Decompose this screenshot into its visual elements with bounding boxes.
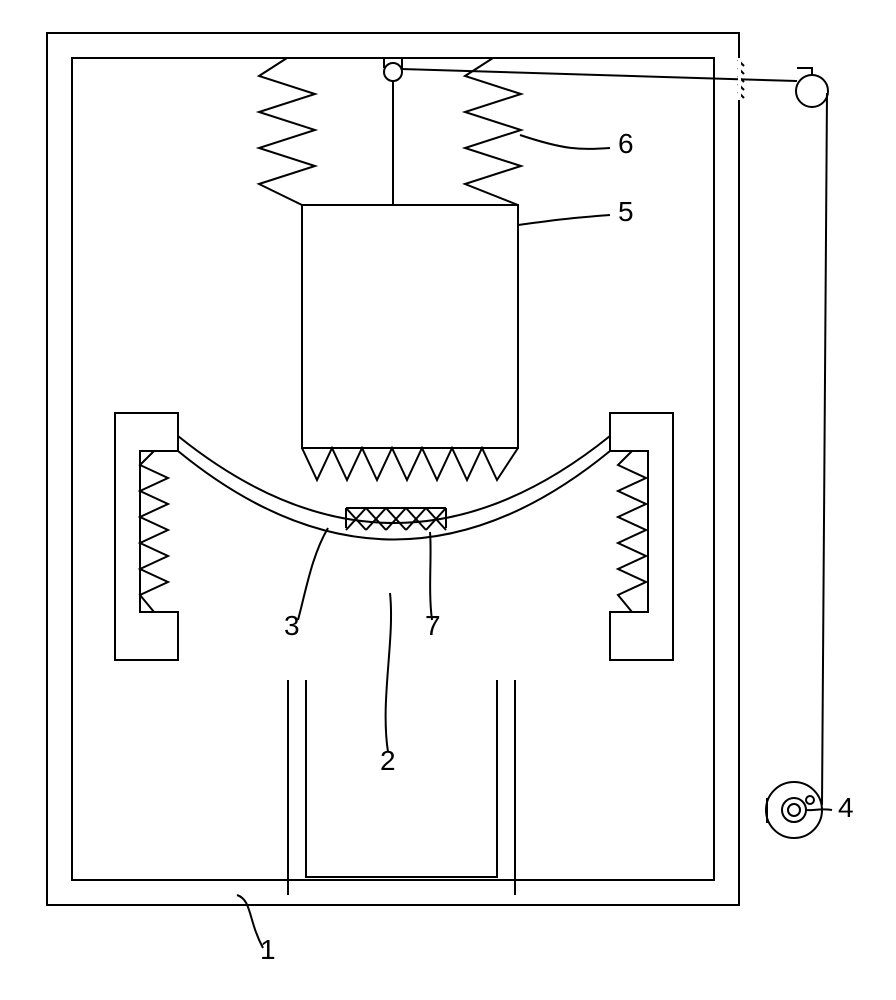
label-6: 6 bbox=[618, 128, 634, 160]
cable-horizontal bbox=[401, 69, 797, 81]
label-5: 5 bbox=[618, 196, 634, 228]
collection-box bbox=[288, 680, 515, 895]
label-3: 3 bbox=[284, 610, 300, 642]
spring-side-left bbox=[140, 451, 168, 612]
diagram-svg bbox=[0, 0, 896, 1000]
motor-handle bbox=[806, 796, 814, 804]
label-4: 4 bbox=[838, 792, 854, 824]
label-2: 2 bbox=[380, 745, 396, 777]
leader-4 bbox=[806, 809, 832, 810]
tray-arc-top bbox=[178, 436, 610, 523]
spring-top-left bbox=[259, 58, 315, 205]
tray-arc-bottom bbox=[178, 451, 610, 540]
motor-mid bbox=[782, 798, 806, 822]
label-7: 7 bbox=[425, 610, 441, 642]
spring-side-right bbox=[618, 451, 646, 612]
right-pulley-bracket bbox=[797, 68, 812, 75]
leader-5 bbox=[518, 215, 610, 225]
spring-top-right bbox=[465, 58, 521, 205]
left-support bbox=[115, 413, 178, 660]
mesh-area bbox=[346, 508, 446, 530]
right-pulley-icon bbox=[796, 75, 828, 107]
leader-3 bbox=[298, 528, 328, 620]
label-1: 1 bbox=[260, 934, 276, 966]
right-support bbox=[610, 413, 673, 660]
leader-2 bbox=[386, 593, 391, 752]
cable-vertical-right bbox=[822, 93, 827, 805]
teeth-icon bbox=[302, 448, 518, 480]
motor-inner bbox=[788, 804, 800, 816]
leader-6 bbox=[520, 135, 610, 149]
leader-7 bbox=[430, 532, 432, 620]
upper-block bbox=[302, 205, 518, 448]
top-pulley-icon bbox=[384, 63, 402, 81]
diagram-canvas: 1 2 3 4 5 6 7 bbox=[0, 0, 896, 1000]
